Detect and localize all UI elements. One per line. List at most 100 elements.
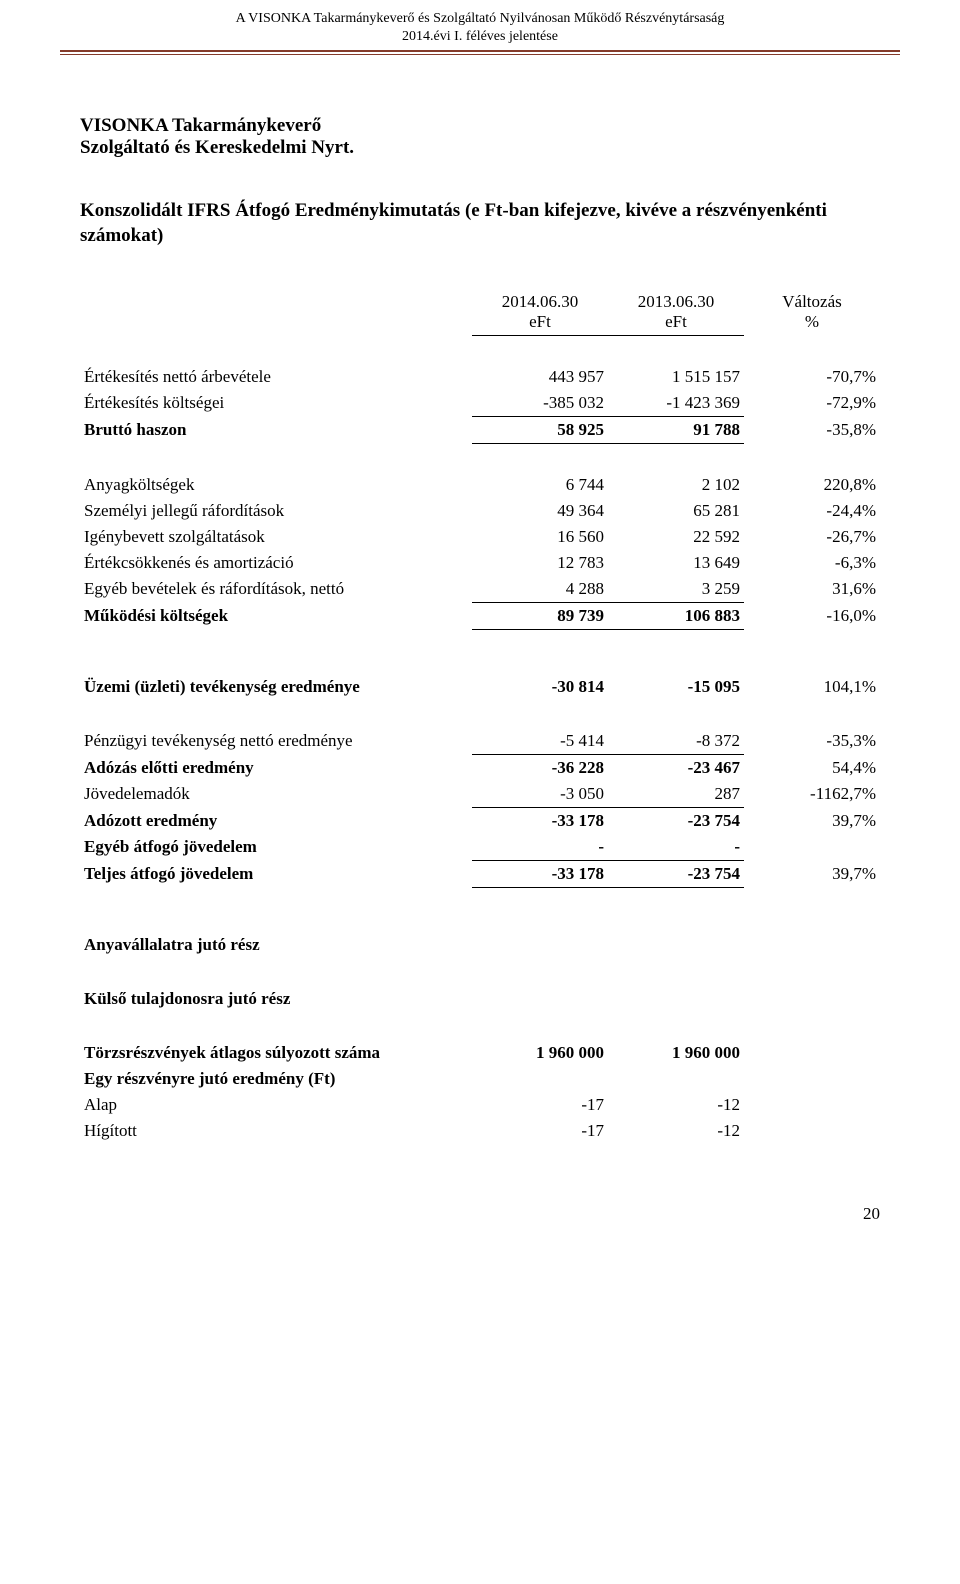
row-pct: -26,7% (744, 524, 880, 550)
table-row: Értékesítés költségei -385 032 -1 423 36… (80, 390, 880, 417)
row-pct: -72,9% (744, 390, 880, 417)
row-label: Törzsrészvények átlagos súlyozott száma (80, 1040, 472, 1066)
row-v2: 22 592 (608, 524, 744, 550)
row-v1: -33 178 (472, 807, 608, 834)
header-line1: A VISONKA Takarmánykeverő és Szolgáltató… (60, 10, 900, 28)
page-header: A VISONKA Takarmánykeverő és Szolgáltató… (0, 0, 960, 46)
row-label: Értékcsökkenés és amortizáció (80, 550, 472, 576)
table-row: Anyagköltségek 6 744 2 102 220,8% (80, 472, 880, 498)
row-pct: 54,4% (744, 754, 880, 781)
table-row: Egy részvényre jutó eredmény (Ft) (80, 1066, 880, 1092)
row-pct: 39,7% (744, 807, 880, 834)
row-label: Anyagköltségek (80, 472, 472, 498)
row-v1: -33 178 (472, 860, 608, 887)
page-number: 20 (0, 1164, 960, 1244)
row-label: Egyéb bevételek és ráfordítások, nettó (80, 576, 472, 603)
row-pct: 104,1% (744, 674, 880, 700)
table-row: Alap -17 -12 (80, 1092, 880, 1118)
row-v1: 4 288 (472, 576, 608, 603)
row-label: Egy részvényre jutó eredmény (Ft) (80, 1066, 472, 1092)
row-pct: 39,7% (744, 860, 880, 887)
row-v2: 1 960 000 (608, 1040, 744, 1066)
row-v2: - (608, 834, 744, 861)
table-row: Anyavállalatra jutó rész (80, 932, 880, 958)
table-row: Teljes átfogó jövedelem -33 178 -23 754 … (80, 860, 880, 887)
table-row: Jövedelemadók -3 050 287 -1162,7% (80, 781, 880, 808)
row-v2: -1 423 369 (608, 390, 744, 417)
col2-date: 2013.06.30 (612, 292, 740, 312)
row-label: Bruttó haszon (80, 416, 472, 443)
row-v2: -23 467 (608, 754, 744, 781)
row-v1: 6 744 (472, 472, 608, 498)
row-pct: -35,8% (744, 416, 880, 443)
row-v2: 106 883 (608, 602, 744, 629)
row-v1: -17 (472, 1118, 608, 1144)
row-label: Alap (80, 1092, 472, 1118)
col1-unit: eFt (476, 312, 604, 332)
row-v2: 2 102 (608, 472, 744, 498)
row-label: Hígított (80, 1118, 472, 1144)
table-row: Hígított -17 -12 (80, 1118, 880, 1144)
company-line1: VISONKA Takarmánykeverő (80, 115, 880, 137)
row-v1: 1 960 000 (472, 1040, 608, 1066)
header-line2: 2014.évi I. féléves jelentése (60, 28, 900, 46)
table-row: Adózás előtti eredmény -36 228 -23 467 5… (80, 754, 880, 781)
row-v2: 3 259 (608, 576, 744, 603)
row-v2: -12 (608, 1092, 744, 1118)
row-v2: 65 281 (608, 498, 744, 524)
report-subtitle: Konszolidált IFRS Átfogó Eredménykimutat… (80, 199, 880, 248)
row-v2: 1 515 157 (608, 364, 744, 390)
table-row: Egyéb átfogó jövedelem - - (80, 834, 880, 861)
row-label: Külső tulajdonosra jutó rész (80, 986, 472, 1012)
row-v1: 16 560 (472, 524, 608, 550)
row-v2: 13 649 (608, 550, 744, 576)
row-label: Egyéb átfogó jövedelem (80, 834, 472, 861)
row-v2: -23 754 (608, 807, 744, 834)
table-row: Üzemi (üzleti) tevékenység eredménye -30… (80, 674, 880, 700)
col2-unit: eFt (612, 312, 740, 332)
row-v1: 49 364 (472, 498, 608, 524)
company-line2: Szolgáltató és Kereskedelmi Nyrt. (80, 137, 880, 159)
row-v2: 287 (608, 781, 744, 808)
row-v1: 12 783 (472, 550, 608, 576)
table-row: Működési költségek 89 739 106 883 -16,0% (80, 602, 880, 629)
row-v1: - (472, 834, 608, 861)
row-v1: -3 050 (472, 781, 608, 808)
row-v1: 443 957 (472, 364, 608, 390)
row-label: Működési költségek (80, 602, 472, 629)
row-label: Üzemi (üzleti) tevékenység eredménye (80, 674, 472, 700)
row-label: Igénybevett szolgáltatások (80, 524, 472, 550)
row-label: Adózott eredmény (80, 807, 472, 834)
row-pct: -6,3% (744, 550, 880, 576)
row-pct: -70,7% (744, 364, 880, 390)
row-pct: -16,0% (744, 602, 880, 629)
row-pct: -35,3% (744, 728, 880, 755)
col3-unit: % (748, 312, 876, 332)
row-v1: 89 739 (472, 602, 608, 629)
table-row: Bruttó haszon 58 925 91 788 -35,8% (80, 416, 880, 443)
table-row: Igénybevett szolgáltatások 16 560 22 592… (80, 524, 880, 550)
row-v2: -15 095 (608, 674, 744, 700)
header-row: 2014.06.30 eFt 2013.06.30 eFt Változás % (80, 289, 880, 335)
row-pct (744, 834, 880, 861)
table-row: Személyi jellegű ráfordítások 49 364 65 … (80, 498, 880, 524)
col3-label: Változás (748, 292, 876, 312)
row-v1: -5 414 (472, 728, 608, 755)
table-row: Értékcsökkenés és amortizáció 12 783 13 … (80, 550, 880, 576)
row-v2: -23 754 (608, 860, 744, 887)
col1-date: 2014.06.30 (476, 292, 604, 312)
row-v1: 58 925 (472, 416, 608, 443)
table-row: Egyéb bevételek és ráfordítások, nettó 4… (80, 576, 880, 603)
header-rule-top (60, 50, 900, 52)
row-v1: -36 228 (472, 754, 608, 781)
row-label: Pénzügyi tevékenység nettó eredménye (80, 728, 472, 755)
row-label: Adózás előtti eredmény (80, 754, 472, 781)
row-label: Értékesítés nettó árbevétele (80, 364, 472, 390)
row-label: Teljes átfogó jövedelem (80, 860, 472, 887)
row-v1: -30 814 (472, 674, 608, 700)
row-pct: -24,4% (744, 498, 880, 524)
row-v2: 91 788 (608, 416, 744, 443)
income-statement-table: 2014.06.30 eFt 2013.06.30 eFt Változás %… (80, 289, 880, 1144)
row-label: Anyavállalatra jutó rész (80, 932, 472, 958)
row-v2: -8 372 (608, 728, 744, 755)
